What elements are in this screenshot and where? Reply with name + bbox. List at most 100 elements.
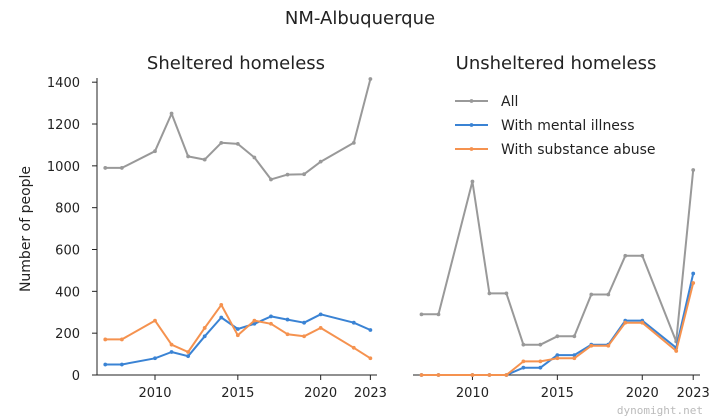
legend-label-mental: With mental illness: [501, 118, 635, 134]
y-tick-label: 600: [55, 244, 80, 259]
series-line-all: [421, 169, 695, 346]
x-tick-label: 2010: [456, 386, 489, 401]
y-tick-label: 1000: [47, 160, 80, 175]
data-point-all: [487, 291, 492, 296]
data-point-mental: [302, 320, 307, 325]
data-point-mental: [285, 317, 290, 322]
data-point-all: [436, 312, 441, 317]
data-point-all: [555, 334, 560, 339]
y-tick-label: 200: [55, 327, 80, 342]
panel-title-unsheltered: Unsheltered homeless: [456, 53, 657, 74]
x-tick-label: 2015: [541, 386, 574, 401]
x-tick-label: 2020: [304, 386, 337, 401]
data-point-all: [368, 77, 373, 81]
x-tick-label: 2023: [677, 386, 710, 401]
data-point-all: [538, 342, 543, 347]
data-point-all: [235, 141, 240, 146]
y-axis-label: Number of people: [18, 166, 34, 292]
series-line-all: [105, 78, 372, 181]
data-point-all: [504, 291, 509, 296]
series-line-substance: [105, 303, 371, 360]
series-line-mental: [105, 313, 371, 366]
legend-marker-mental: [469, 123, 474, 127]
data-point-mental: [153, 356, 157, 361]
data-point-all: [606, 292, 611, 297]
x-tick-label: 2023: [354, 386, 387, 401]
data-point-mental: [555, 353, 560, 358]
legend-label-substance: With substance abuse: [501, 142, 656, 158]
y-tick-label: 0: [72, 369, 80, 384]
data-point-all: [318, 159, 323, 164]
data-point-substance: [169, 342, 174, 347]
data-point-all: [470, 179, 475, 184]
data-point-mental: [202, 334, 207, 339]
data-point-mental: [521, 365, 526, 370]
data-point-substance: [419, 373, 424, 377]
data-point-substance: [202, 326, 207, 330]
data-point-all: [186, 154, 191, 159]
data-point-substance: [318, 326, 323, 330]
data-point-substance: [623, 320, 628, 325]
data-point-all: [623, 253, 628, 258]
data-point-substance: [186, 350, 191, 354]
data-point-substance: [487, 373, 492, 377]
data-point-substance: [674, 349, 679, 353]
data-point-all: [640, 253, 645, 258]
data-point-substance: [153, 318, 157, 323]
sheltered-plot-area: 2010 2015 2020 2023 0 200 400 600 800 1000 1200 140…: [47, 76, 387, 401]
figure-title: NM-Albuquerque: [285, 8, 435, 29]
y-tick-label: 1200: [47, 118, 80, 133]
legend-marker-all: [469, 99, 474, 103]
data-point-all: [169, 111, 174, 116]
x-tick-label: 2010: [138, 386, 171, 401]
data-point-mental: [318, 312, 323, 317]
data-point-all: [691, 168, 696, 172]
unsheltered-plot-area: 2010 2015 2020 2023: [413, 168, 710, 401]
data-point-substance: [470, 373, 475, 377]
data-point-substance: [572, 356, 577, 361]
data-point-substance: [555, 356, 560, 361]
data-point-substance: [691, 281, 696, 285]
data-point-all: [269, 177, 273, 182]
data-point-all: [119, 166, 124, 170]
data-point-substance: [589, 343, 594, 348]
y-tick-label: 800: [55, 202, 80, 217]
data-point-all: [572, 334, 577, 339]
data-point-all: [219, 140, 224, 145]
data-point-all: [103, 166, 108, 170]
data-point-substance: [302, 334, 307, 339]
y-tick-label: 1400: [47, 76, 80, 91]
data-point-mental: [235, 327, 240, 331]
data-point-all: [252, 155, 257, 160]
data-point-substance: [538, 359, 543, 364]
data-point-substance: [606, 343, 611, 348]
watermark: dynomight.net: [617, 404, 703, 417]
x-tick-label: 2020: [626, 386, 659, 401]
data-point-mental: [219, 315, 224, 320]
data-point-all: [419, 312, 424, 317]
data-point-mental: [119, 362, 124, 367]
legend-marker-substance: [469, 147, 474, 151]
data-point-substance: [219, 303, 224, 307]
data-point-substance: [235, 333, 240, 338]
data-point-substance: [285, 332, 290, 337]
data-point-substance: [504, 373, 509, 377]
data-point-substance: [269, 321, 273, 326]
data-point-all: [153, 149, 157, 154]
y-tick-label: 400: [55, 285, 80, 300]
data-point-substance: [103, 337, 108, 342]
data-point-substance: [119, 337, 124, 342]
data-point-all: [351, 140, 356, 145]
data-point-mental: [252, 321, 257, 326]
data-point-substance: [436, 373, 441, 377]
x-tick-label: 2015: [221, 386, 254, 401]
data-point-substance: [351, 345, 356, 350]
data-point-all: [302, 172, 307, 177]
data-point-mental: [368, 328, 373, 332]
data-point-all: [589, 292, 594, 297]
data-point-mental: [103, 362, 108, 367]
data-point-all: [285, 172, 290, 177]
data-point-all: [521, 342, 526, 347]
data-point-mental: [572, 353, 577, 358]
